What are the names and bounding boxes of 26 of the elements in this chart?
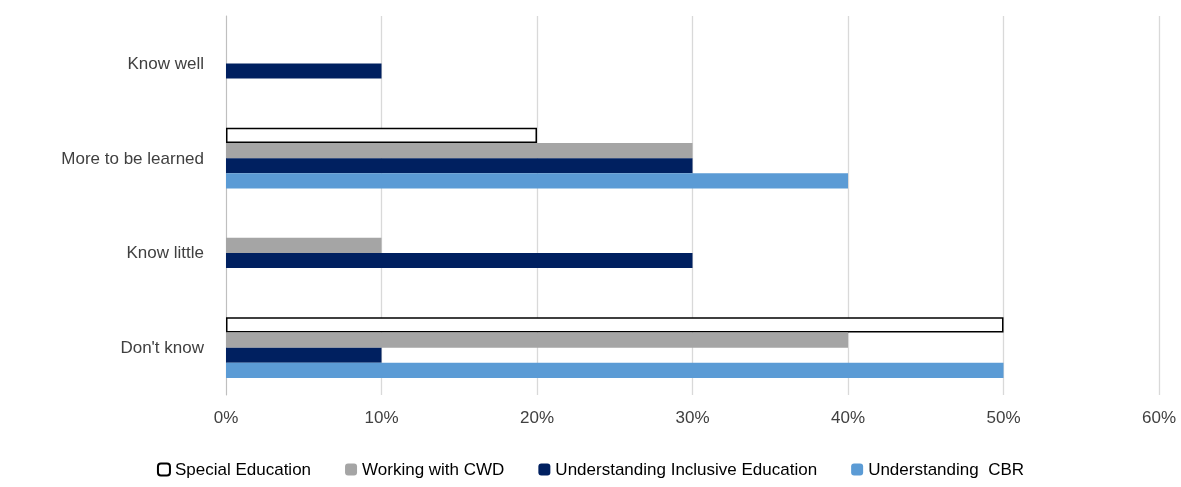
y-tick-label: Know well bbox=[127, 53, 204, 73]
bar bbox=[226, 252, 693, 269]
x-tick-label: 60% bbox=[1141, 408, 1177, 427]
bar bbox=[226, 237, 382, 253]
bar bbox=[226, 173, 848, 189]
y-tick-label: More to be learned bbox=[61, 148, 204, 168]
bar bbox=[226, 63, 382, 79]
bar bbox=[226, 127, 537, 143]
bar bbox=[226, 347, 382, 363]
y-tick-label: Don't know bbox=[120, 338, 205, 358]
legend-label: Working with CWD bbox=[362, 460, 505, 479]
x-tick-label: 20% bbox=[519, 408, 555, 427]
legend-label: Understanding CBR bbox=[868, 460, 1025, 479]
y-tick-label: Know little bbox=[126, 243, 204, 263]
x-tick-label: 0% bbox=[213, 408, 239, 427]
bar bbox=[226, 362, 1004, 378]
bar bbox=[226, 332, 848, 348]
bar bbox=[226, 317, 1004, 333]
legend-label: Understanding Inclusive Education bbox=[555, 460, 818, 479]
legend-label: Special Education bbox=[174, 460, 312, 479]
x-tick-label: 10% bbox=[364, 408, 399, 427]
x-tick-label: 30% bbox=[675, 408, 710, 427]
bar bbox=[226, 158, 693, 174]
x-tick-label: 40% bbox=[830, 408, 866, 427]
bar bbox=[226, 142, 693, 159]
x-tick-label: 50% bbox=[986, 408, 1021, 427]
